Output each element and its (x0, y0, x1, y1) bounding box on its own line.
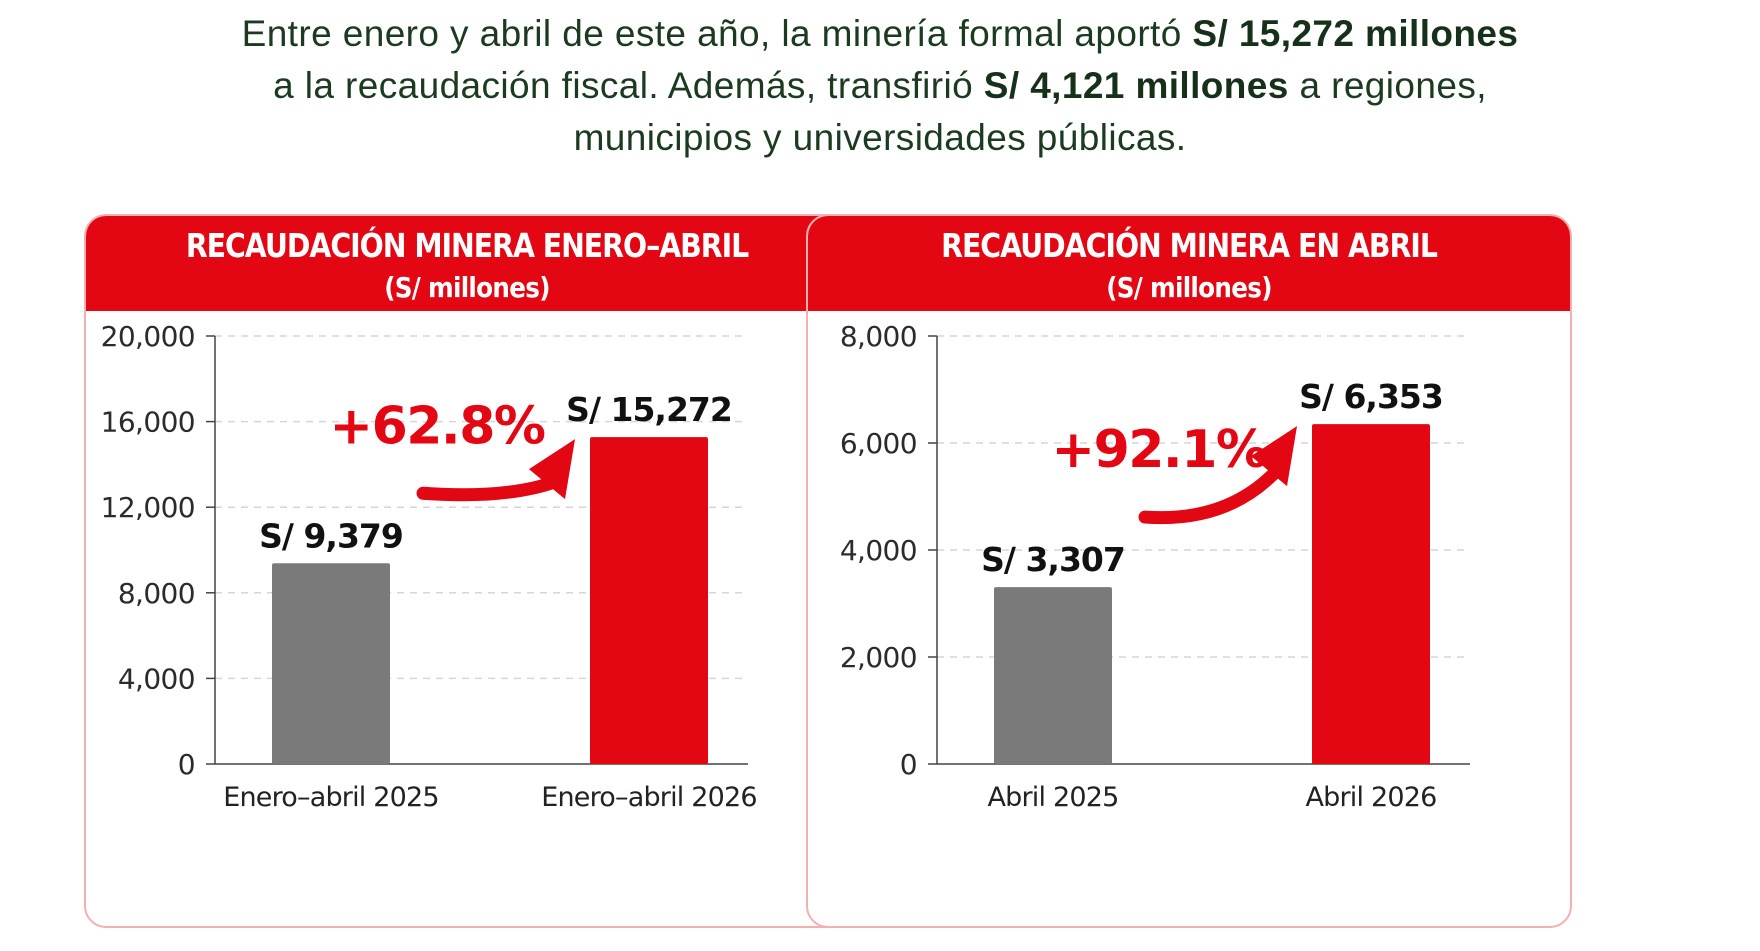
chart-header: RECAUDACIÓN MINERA ENERO–ABRIL (S/ millo… (86, 216, 848, 311)
intro-line-2: a la recaudación fiscal. Además, transfi… (140, 60, 1620, 112)
chart-subtitle: (S/ millones) (1106, 271, 1272, 304)
growth-arrow-shaft (416, 474, 564, 502)
bar (994, 587, 1112, 764)
y-tick-label: 4,000 (118, 662, 195, 695)
bar-data-label: S/ 3,307 (981, 540, 1125, 579)
y-tick-label: 8,000 (118, 577, 195, 610)
intro-text: Entre enero y abril de este año, la mine… (140, 8, 1620, 164)
intro-highlight-transferencias: S/ 4,121 millones (983, 65, 1289, 106)
intro-line-3: municipios y universidades públicas. (573, 117, 1187, 158)
bar (272, 563, 390, 764)
y-tick-label: 20,000 (101, 320, 195, 353)
chart-header: RECAUDACIÓN MINERA EN ABRIL (S/ millones… (808, 216, 1570, 311)
growth-percentage: +92.1% (1052, 420, 1267, 480)
intro-highlight-recaudacion: S/ 15,272 millones (1192, 13, 1519, 54)
y-tick-label: 6,000 (840, 427, 917, 460)
growth-percentage: +62.8% (330, 396, 545, 456)
growth-arrow-shaft (1138, 461, 1286, 525)
y-tick-label: 0 (178, 748, 195, 781)
bar-data-label: S/ 9,379 (259, 516, 403, 555)
x-category-label: Enero–abril 2026 (541, 782, 757, 813)
x-category-label: Enero–abril 2025 (223, 782, 439, 813)
bar-data-label: S/ 6,353 (1299, 377, 1443, 416)
y-tick-label: 0 (900, 748, 917, 781)
intro-line-1: Entre enero y abril de este año, la mine… (140, 8, 1620, 60)
chart-title: RECAUDACIÓN MINERA ENERO–ABRIL (185, 226, 749, 265)
intro-line-2-text: a la recaudación fiscal. Además, transfi… (273, 65, 984, 106)
intro-line-2-tail: a regiones, (1288, 65, 1487, 106)
y-tick-label: 2,000 (840, 641, 917, 674)
growth-arrow-head (1251, 426, 1297, 487)
bar (1312, 424, 1430, 764)
growth-arrow-icon (416, 439, 575, 502)
growth-arrow-icon (1138, 426, 1297, 525)
bar-chart-abril: 0 2,000 4,000 6,000 8,000 S/ 3,307 Abril 2025 S… (840, 320, 1470, 813)
intro-line-1-text: Entre enero y abril de este año, la mine… (241, 13, 1193, 54)
chart-card-abril: RECAUDACIÓN MINERA EN ABRIL (S/ millones… (806, 214, 1572, 928)
chart-subtitle: (S/ millones) (384, 271, 550, 304)
x-category-label: Abril 2025 (987, 782, 1118, 813)
x-category-label: Abril 2026 (1305, 782, 1436, 813)
growth-arrow-head (529, 439, 575, 500)
bar-data-label: S/ 15,272 (566, 390, 732, 429)
y-tick-label: 4,000 (840, 534, 917, 567)
y-tick-label: 8,000 (840, 320, 917, 353)
bar-chart-enero-abril: 0 4,000 8,000 12,000 16,000 20,000 S/ 9,379 Ene… (101, 320, 758, 813)
bar (590, 437, 708, 764)
chart-title: RECAUDACIÓN MINERA EN ABRIL (941, 226, 1438, 265)
y-tick-label: 16,000 (101, 406, 195, 439)
chart-card-enero-abril: RECAUDACIÓN MINERA ENERO–ABRIL (S/ millo… (84, 214, 850, 928)
y-tick-label: 12,000 (101, 491, 195, 524)
